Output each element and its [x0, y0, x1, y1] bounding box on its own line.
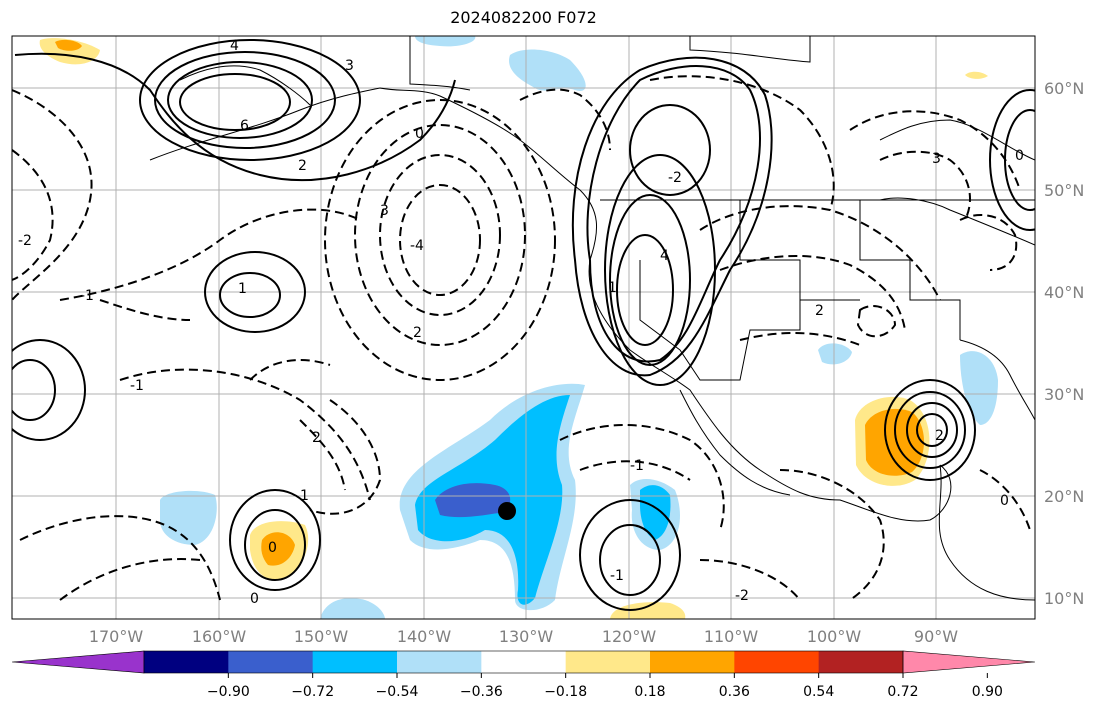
colorbar-tick-label: −0.90	[207, 684, 250, 700]
contour-label: 2	[935, 428, 944, 444]
colorbar-segment	[312, 651, 398, 673]
contour-label: 2	[312, 430, 321, 446]
colorbar-extend-low	[11, 650, 145, 674]
colorbar-tick-label: −0.72	[291, 684, 334, 700]
colorbar-tick-label: −0.54	[376, 684, 419, 700]
colorbar-segment	[481, 651, 567, 673]
colorbar-segment	[734, 651, 820, 673]
colorbar	[11, 650, 1036, 674]
contour-label: 1	[238, 281, 247, 297]
lat-tick: 10°N	[1044, 589, 1084, 608]
lon-tick: 110°W	[704, 627, 759, 646]
colorbar-ticks: −0.90 −0.72 −0.54 −0.36 −0.18 0.18 0.36 0.54 0.7…	[207, 673, 1003, 700]
shade-blue-top	[415, 36, 476, 47]
colorbar-outline	[143, 650, 904, 674]
shade-blue-bottom-left	[320, 598, 385, 619]
lat-tick-labels: 60°N 50°N 40°N 30°N 20°N 10°N	[1044, 79, 1084, 608]
colorbar-tick-label: −0.18	[544, 684, 587, 700]
contour-label: 4	[230, 38, 239, 54]
lon-tick: 140°W	[397, 627, 452, 646]
contour-label: 0	[1000, 493, 1009, 509]
shade-blue-sw	[160, 490, 217, 545]
lat-tick: 50°N	[1044, 181, 1084, 200]
contour-label: 0	[268, 540, 277, 556]
lon-tick: 100°W	[807, 627, 862, 646]
colorbar-segment	[228, 651, 314, 673]
shade-blue-north	[509, 49, 586, 91]
colorbar-tick-label: 0.36	[719, 684, 750, 700]
shade-orange-top-left	[55, 39, 82, 51]
colorbar-tick-label: 0.72	[887, 684, 918, 700]
lon-tick: 160°W	[192, 627, 247, 646]
shading-layer	[39, 36, 998, 619]
contour-label: -1	[80, 288, 94, 304]
contour-label: 4	[660, 248, 669, 264]
contour-label: -1	[610, 568, 624, 584]
map-frame	[11, 35, 1036, 620]
contour-label: -2	[18, 233, 32, 249]
colorbar-segment	[818, 651, 904, 673]
contour-label: 3	[932, 151, 941, 167]
shade-blue-se-inner	[640, 485, 671, 540]
colorbar-extend-high	[902, 650, 1036, 674]
contour-label: -1	[630, 458, 644, 474]
contour-label: -1	[130, 378, 144, 394]
contour-label: -2	[735, 588, 749, 604]
contour-label: -2	[668, 170, 682, 186]
colorbar-tick-label: 0.90	[972, 684, 1003, 700]
storm-center-dot	[498, 502, 516, 520]
lon-tick: 120°W	[602, 627, 657, 646]
colorbar-segment	[565, 651, 651, 673]
contour-label: 0	[415, 126, 424, 142]
colorbar-tick-label: 0.54	[803, 684, 834, 700]
contour-label: 2	[815, 303, 824, 319]
contour-label: 3	[345, 58, 354, 74]
lat-tick: 20°N	[1044, 487, 1084, 506]
contour-label: 1	[608, 280, 617, 296]
contour-label: 6	[240, 118, 249, 134]
colorbar-segment	[650, 651, 735, 673]
colorbar-segment	[144, 651, 229, 673]
contour-label: 0	[1015, 148, 1024, 164]
contour-label: 0	[250, 591, 259, 607]
shade-yellow-ne	[965, 71, 988, 79]
colorbar-tick-label: −0.36	[460, 684, 503, 700]
contour-label: 3	[380, 203, 389, 219]
shade-dark-blue	[435, 483, 511, 518]
contours	[12, 39, 1035, 611]
colorbar-segment	[397, 651, 482, 673]
contour-label: -4	[410, 238, 424, 254]
shade-orange-hawaii	[261, 532, 295, 566]
shade-orange-gulf	[865, 408, 924, 476]
lon-tick: 170°W	[89, 627, 144, 646]
contour-label: 2	[298, 158, 307, 174]
contour-label: 2	[413, 325, 422, 341]
gridlines	[12, 36, 1035, 619]
lat-tick: 30°N	[1044, 385, 1084, 404]
lat-tick: 40°N	[1044, 283, 1084, 302]
lon-tick: 150°W	[294, 627, 349, 646]
lon-tick: 90°W	[914, 627, 958, 646]
colorbar-tick-label: 0.18	[634, 684, 665, 700]
shade-blue-gulf	[818, 343, 852, 365]
lat-tick: 60°N	[1044, 79, 1084, 98]
lon-tick-labels: 170°W 160°W 150°W 140°W 130°W 120°W 110°…	[89, 627, 958, 646]
lon-tick: 130°W	[499, 627, 554, 646]
map-title: 2024082200 F072	[450, 8, 597, 27]
contour-labels: 4 3 6 2 0 -1 1 -4 3 2 4 -2 1 0 1 0 -1 -2…	[18, 38, 1024, 607]
contour-label: 1	[300, 488, 309, 504]
